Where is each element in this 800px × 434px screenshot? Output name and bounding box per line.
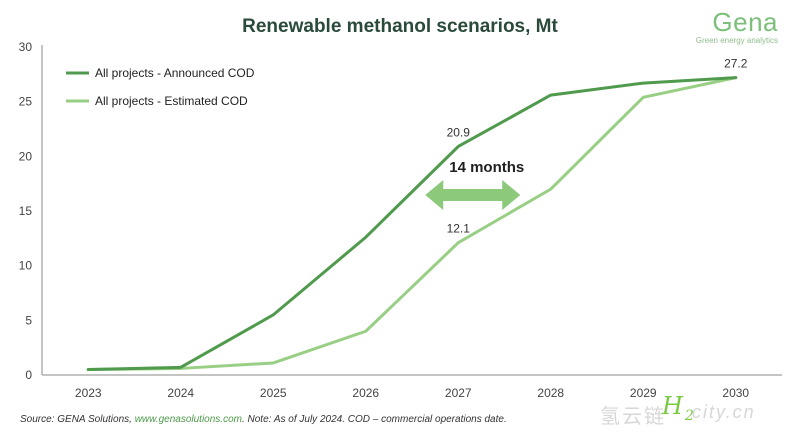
x-tick-label: 2027 — [445, 386, 472, 400]
source-link[interactable]: www.genasolutions.com — [134, 414, 242, 425]
data-label: 12.1 — [447, 222, 471, 236]
x-tick-label: 2029 — [630, 386, 657, 400]
y-tick-label: 25 — [19, 95, 33, 109]
y-tick-label: 0 — [25, 368, 32, 382]
logo-tagline: Green energy analytics — [695, 36, 778, 45]
watermark-text: 氢云链 — [600, 406, 666, 428]
gena-logo: Gena Green energy analytics — [696, 8, 778, 45]
y-tick-label: 10 — [19, 259, 33, 273]
source-prefix: Source: GENA Solutions, — [20, 414, 135, 425]
data-label: 27.2 — [724, 57, 748, 71]
chart-title: Renewable methanol scenarios, Mt — [242, 16, 558, 37]
legend-label: All projects - Announced COD — [95, 66, 255, 80]
watermark: 氢云链 H2 city.cn — [600, 392, 800, 434]
series-line-announced — [86, 76, 738, 372]
h2-logo-sub: 2 — [684, 407, 696, 424]
legend-label: All projects - Estimated COD — [95, 94, 248, 108]
y-tick-label: 15 — [19, 204, 33, 218]
h2-logo: H2 — [662, 392, 696, 424]
source-suffix: . Note: As of July 2024. COD – commercia… — [241, 414, 507, 425]
y-tick-label: 20 — [19, 149, 33, 163]
y-tick-label: 30 — [19, 40, 33, 54]
data-label: 20.9 — [447, 125, 471, 139]
x-tick-label: 2028 — [537, 386, 564, 400]
x-tick-label: 2023 — [75, 386, 102, 400]
logo-wordmark: Gena — [712, 7, 778, 37]
months-arrow — [425, 180, 521, 210]
source-note: Source: GENA Solutions, www.genasolution… — [20, 414, 507, 425]
series-line-estimated — [86, 76, 738, 372]
h2-logo-h: H — [662, 392, 685, 420]
months-annotation-label: 14 months — [449, 159, 524, 176]
x-tick-label: 2025 — [260, 386, 287, 400]
x-tick-label: 2026 — [352, 386, 379, 400]
y-tick-label: 5 — [25, 313, 32, 327]
watermark-domain: city.cn — [692, 402, 756, 422]
x-tick-label: 2030 — [722, 386, 749, 400]
x-tick-label: 2024 — [167, 386, 194, 400]
